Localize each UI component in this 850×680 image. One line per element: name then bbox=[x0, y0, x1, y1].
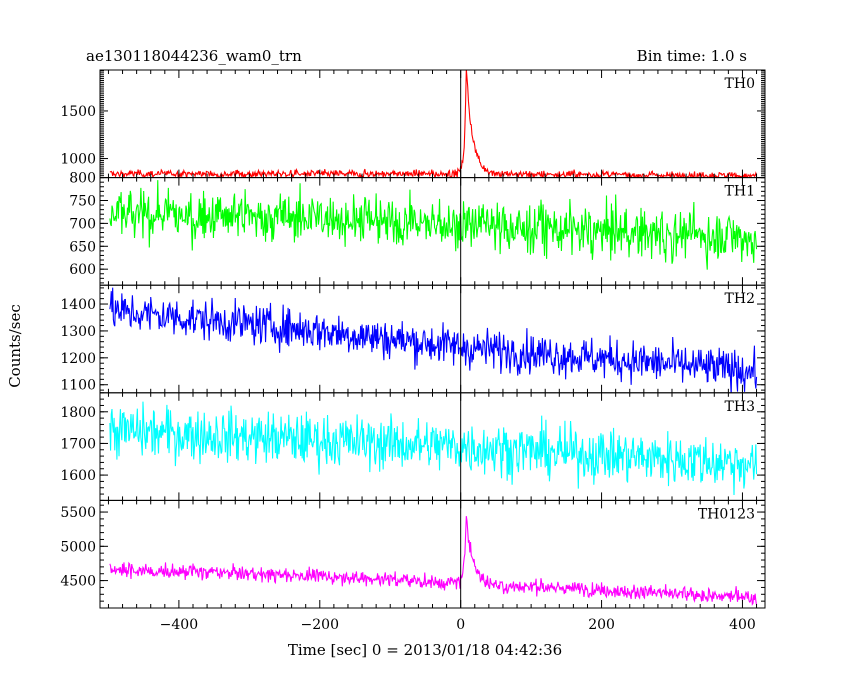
y-tick-label: 650 bbox=[69, 239, 96, 255]
y-tick-label: 5000 bbox=[60, 539, 96, 555]
panel-label-th2: TH2 bbox=[725, 291, 755, 307]
x-tick-label: 400 bbox=[729, 617, 756, 633]
series-line-th2 bbox=[109, 287, 758, 393]
x-tick-label: −200 bbox=[301, 617, 339, 633]
x-tick-label: 0 bbox=[456, 617, 465, 633]
panel-label-th0123: TH0123 bbox=[698, 506, 755, 522]
panel-label-th3: TH3 bbox=[725, 399, 755, 415]
y-axis-label: Counts/sec bbox=[6, 304, 24, 388]
y-tick-label: 1000 bbox=[60, 152, 96, 168]
panel-label-th0: TH0 bbox=[725, 76, 755, 92]
x-tick-label: 200 bbox=[588, 617, 615, 633]
x-tick-label: −400 bbox=[160, 617, 198, 633]
y-tick-label: 1200 bbox=[60, 351, 96, 367]
series-line-th0123 bbox=[109, 516, 758, 606]
panel-stack: 800 1000 1500 TH0 600 650 700 750 TH1 1100 1200 130… bbox=[60, 69, 766, 633]
y-tick-label: 1800 bbox=[60, 405, 96, 421]
chart-title: ae130118044236_wam0_trn bbox=[86, 47, 302, 65]
y-tick-label: 600 bbox=[69, 262, 96, 278]
panel-th0123: 4500 5000 5500 TH0123 bbox=[60, 499, 766, 609]
y-tick-label: 700 bbox=[69, 216, 96, 232]
y-tick-label: 1300 bbox=[60, 324, 96, 340]
y-tick-label: 4500 bbox=[60, 574, 96, 590]
y-tick-label: 1700 bbox=[60, 436, 96, 452]
panel-th1: 600 650 700 750 TH1 bbox=[69, 177, 766, 286]
y-tick-label: 750 bbox=[69, 193, 96, 209]
series-line-th3 bbox=[109, 401, 758, 495]
series-line-th0 bbox=[109, 70, 758, 178]
x-axis-label: Time [sec] 0 = 2013/01/18 04:42:36 bbox=[288, 641, 562, 659]
y-tick-label: 5500 bbox=[60, 505, 96, 521]
panel-label-th1: TH1 bbox=[725, 184, 755, 200]
y-tick-label: 1600 bbox=[60, 468, 96, 484]
panel-th3: 1600 1700 1800 TH3 bbox=[60, 392, 766, 501]
y-tick-label: 800 bbox=[69, 171, 96, 187]
y-tick-label: 1500 bbox=[60, 104, 96, 120]
panel-th0: 800 1000 1500 TH0 bbox=[60, 69, 766, 187]
y-tick-label: 1100 bbox=[60, 378, 96, 394]
series-line-th1 bbox=[109, 180, 758, 270]
bin-time-label: Bin time: 1.0 s bbox=[637, 47, 747, 65]
y-tick-label: 1400 bbox=[60, 297, 96, 313]
